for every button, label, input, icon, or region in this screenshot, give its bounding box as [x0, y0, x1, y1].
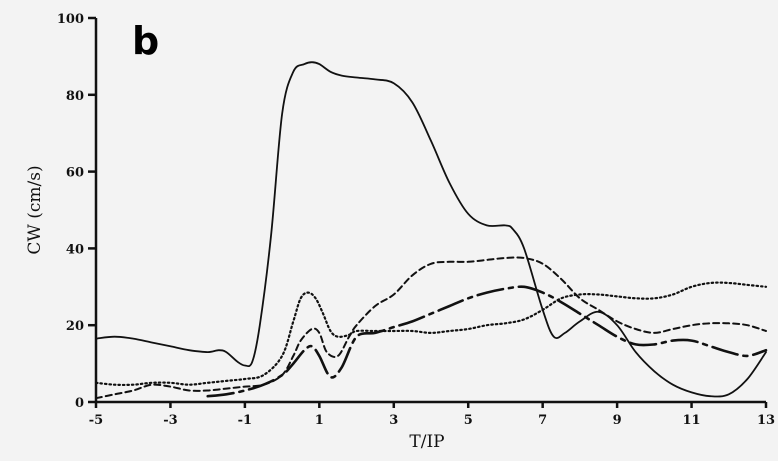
- y-tick-label: 40: [66, 242, 84, 257]
- x-ticks: -5 -3 -1 1 3 5 7 9 11 13: [89, 402, 775, 428]
- x-tick-label: 13: [757, 413, 775, 428]
- y-tick-label: 20: [66, 319, 84, 334]
- y-axis-label: CW (cm/s): [25, 165, 45, 254]
- x-tick-label: 11: [683, 413, 701, 428]
- series-layer: [94, 61, 768, 400]
- x-tick-label: 5: [464, 413, 473, 428]
- x-tick-label: 3: [389, 413, 398, 428]
- x-tick-label: 9: [613, 413, 622, 428]
- y-tick-label: 0: [75, 396, 84, 411]
- series-line-solid: [95, 61, 767, 398]
- series-line-dashed: [95, 256, 767, 400]
- y-ticks: 0 20 40 60 80 100: [57, 12, 96, 411]
- x-tick-label: -5: [89, 413, 103, 428]
- series-line-long-dash: [206, 285, 768, 398]
- y-tick-label: 60: [66, 166, 84, 181]
- x-tick-label: -1: [238, 413, 252, 428]
- x-tick-label: 7: [538, 413, 547, 428]
- y-tick-label: 80: [66, 89, 84, 104]
- panel-label: b: [132, 19, 159, 63]
- x-tick-label: 1: [315, 413, 324, 428]
- y-tick-label: 100: [57, 12, 84, 27]
- x-axis-label: T/IP: [409, 432, 444, 452]
- x-tick-label: -3: [163, 413, 177, 428]
